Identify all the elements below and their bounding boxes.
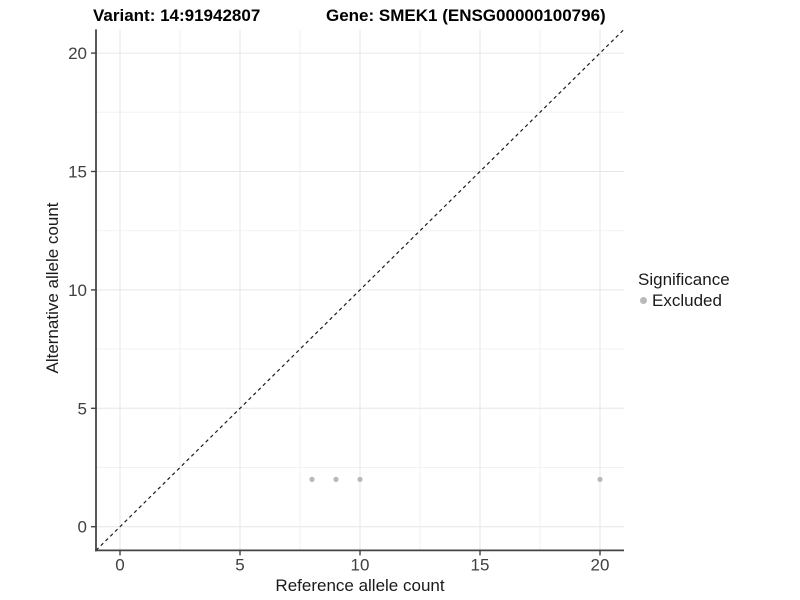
legend-point-icon (640, 297, 647, 304)
y-tick-label: 20 (68, 44, 87, 63)
plot-title-gene: Gene: SMEK1 (ENSG00000100796) (326, 6, 606, 25)
data-point (357, 476, 363, 482)
legend-title: Significance (638, 270, 730, 289)
legend: Significance Excluded (638, 270, 730, 310)
y-axis-title: Alternative allele count (43, 202, 62, 374)
x-tick-label: 5 (235, 555, 244, 574)
x-tick-label: 10 (351, 555, 370, 574)
plot-title-variant: Variant: 14:91942807 (93, 6, 261, 25)
x-tick-label: 0 (115, 555, 124, 574)
y-tick-label: 10 (68, 281, 87, 300)
legend-item-excluded: Excluded (640, 291, 730, 310)
data-point (309, 476, 315, 482)
y-tick-label: 5 (78, 399, 87, 418)
data-point (333, 476, 339, 482)
y-tick-label: 15 (68, 162, 87, 181)
legend-item-label: Excluded (652, 291, 722, 310)
y-tick-label: 0 (78, 518, 87, 537)
identity-reference-line (95, 28, 625, 551)
data-point (597, 476, 603, 482)
x-axis-title: Reference allele count (275, 576, 445, 595)
x-tick-label: 15 (471, 555, 490, 574)
x-tick-label: 20 (591, 555, 610, 574)
